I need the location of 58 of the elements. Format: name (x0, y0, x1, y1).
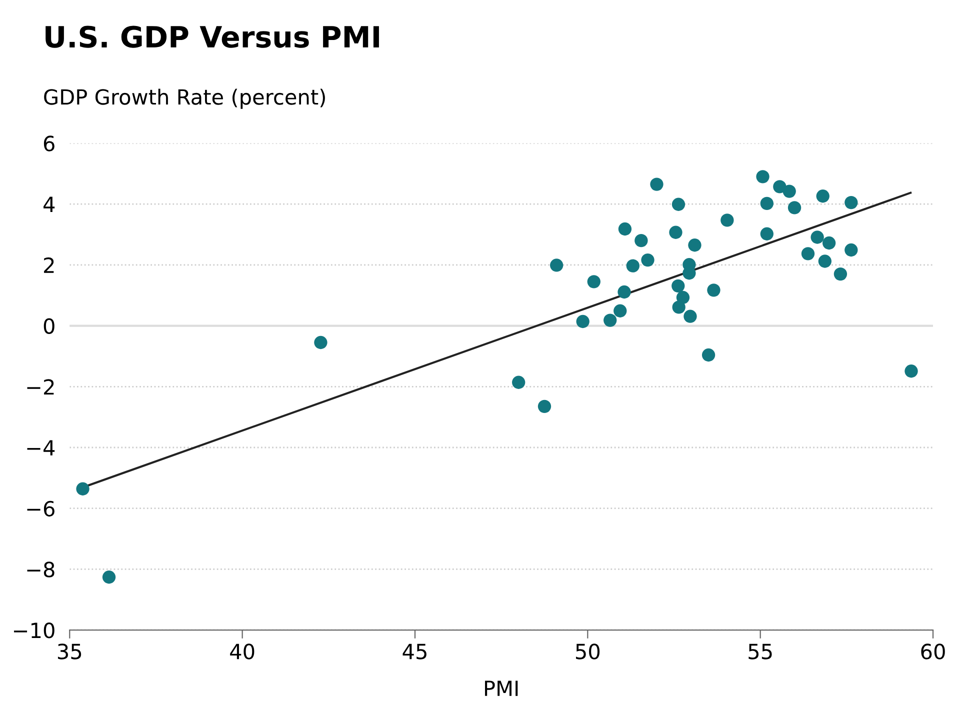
y-axis-title: GDP Growth Rate (percent) (44, 88, 325, 109)
point (682, 266, 696, 280)
chart-title: U.S. GDP Versus PMI (46, 26, 379, 48)
point (844, 196, 858, 210)
x-axis-title: PMI (485, 680, 518, 696)
y-tick-label: 2 (44, 257, 54, 273)
point (604, 314, 617, 327)
point (822, 236, 836, 250)
x-tick-label: 55 (748, 644, 772, 660)
point (756, 170, 770, 184)
point (618, 222, 632, 236)
point (818, 254, 832, 268)
point (760, 227, 774, 240)
point (702, 348, 716, 362)
point (720, 214, 734, 227)
y-tick-label: 4 (44, 196, 55, 212)
point (834, 267, 848, 281)
point (626, 259, 640, 272)
point (684, 310, 697, 323)
point (672, 279, 685, 293)
y-tick-label: −4 (27, 440, 55, 456)
point (650, 178, 664, 191)
y-tick-label: −8 (27, 562, 54, 578)
point (102, 570, 116, 584)
point (672, 198, 686, 211)
x-tick-label: 40 (230, 644, 254, 660)
point (672, 300, 686, 314)
point (688, 238, 702, 252)
y-tick-label: −2 (27, 379, 54, 395)
x-tick-label: 45 (402, 644, 426, 660)
point (760, 196, 774, 210)
point (707, 284, 720, 297)
x-tick-label: 50 (576, 644, 600, 660)
point (810, 230, 824, 244)
y-tick-label: −10 (14, 622, 54, 638)
point (904, 364, 918, 378)
point (618, 285, 631, 299)
point (844, 243, 858, 257)
point (669, 226, 682, 239)
point (576, 314, 590, 328)
point (538, 400, 552, 414)
point (614, 304, 627, 318)
point (788, 201, 802, 214)
y-tick-label: 6 (44, 136, 54, 152)
point (550, 258, 564, 272)
y-tick-label: −6 (27, 500, 54, 517)
y-tick-label: 0 (44, 318, 54, 334)
point (634, 234, 648, 248)
point (782, 184, 796, 198)
x-tick-label: 35 (58, 644, 82, 660)
point (587, 275, 600, 288)
x-tick-label: 60 (921, 644, 945, 660)
point (801, 247, 815, 260)
point (76, 482, 90, 496)
point (816, 190, 830, 203)
point (314, 336, 328, 350)
point (641, 253, 654, 267)
point (512, 376, 526, 389)
